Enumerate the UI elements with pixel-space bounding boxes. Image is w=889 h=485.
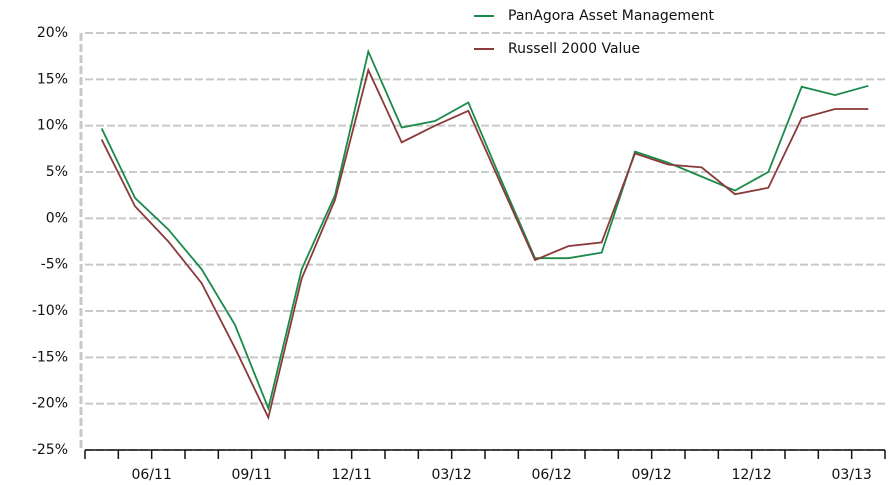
legend-label: PanAgora Asset Management: [508, 8, 715, 24]
y-tick-label: -5%: [41, 257, 68, 273]
y-tick-label: -10%: [32, 303, 68, 319]
line-series: [100, 48, 869, 412]
y-tick-label: 20%: [37, 25, 68, 41]
y-tick-label: -15%: [32, 349, 68, 365]
x-tick-label: 06/11: [131, 467, 171, 483]
x-tick-label: 03/13: [831, 467, 871, 483]
x-tick-label: 12/11: [331, 467, 371, 483]
x-tick-label: 09/11: [231, 467, 271, 483]
y-tick-label: 0%: [46, 210, 68, 226]
line-series: [100, 67, 869, 421]
y-tick-label: -25%: [32, 442, 68, 458]
y-tick-label: -20%: [32, 396, 68, 412]
x-tick-label: 12/12: [731, 467, 771, 483]
y-tick-label: 10%: [37, 118, 68, 134]
legend-label: Russell 2000 Value: [508, 41, 640, 57]
x-tick-label: 06/12: [531, 467, 571, 483]
y-tick-label: 15%: [37, 71, 68, 87]
x-tick-label: 03/12: [431, 467, 471, 483]
y-tick-label: 5%: [46, 164, 68, 180]
x-tick-label: 09/12: [631, 467, 671, 483]
